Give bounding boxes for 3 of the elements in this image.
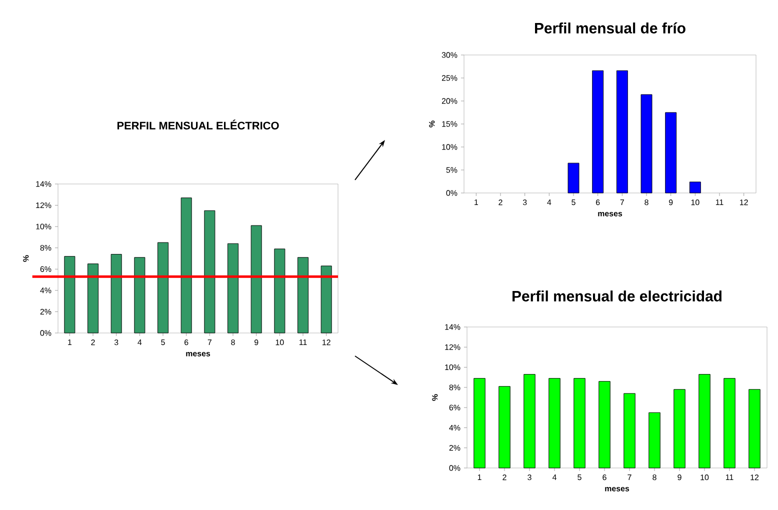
chart-title: PERFIL MENSUAL ELÉCTRICO bbox=[117, 120, 279, 130]
chart-title: Perfil mensual de frío bbox=[535, 22, 686, 34]
chart-title: Perfil mensual de electricidad bbox=[512, 290, 722, 302]
